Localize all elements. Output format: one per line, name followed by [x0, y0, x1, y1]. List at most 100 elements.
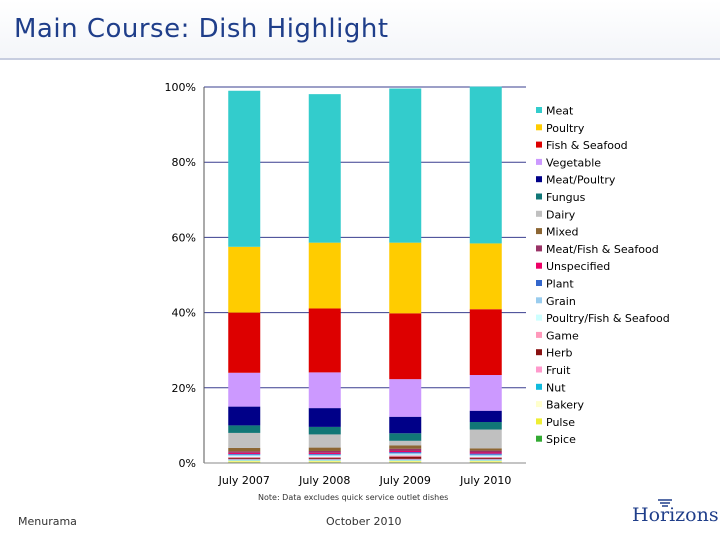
legend-swatch — [536, 176, 542, 183]
bar-segment — [389, 448, 422, 451]
footer-date: October 2010 — [326, 515, 402, 528]
bar-segment — [228, 90, 261, 247]
bar-segment — [389, 454, 422, 456]
bar-segment — [308, 434, 341, 448]
bar-segment — [389, 458, 422, 460]
legend-swatch — [536, 158, 542, 165]
bar-segment — [469, 448, 502, 451]
bar-segment — [228, 456, 261, 458]
legend-swatch — [536, 228, 542, 235]
y-tick-label: 100% — [165, 81, 196, 94]
bar-segment — [389, 440, 422, 446]
legend: Meat Poultry Fish & Seafood Vegetable Meat/P… — [536, 105, 670, 446]
bar-segment — [228, 452, 261, 454]
bar-segment — [308, 456, 341, 458]
y-tick-label: 20% — [172, 382, 196, 395]
bar-segment — [389, 453, 422, 455]
bars-layer — [228, 86, 502, 463]
legend-label: Unspecified — [546, 260, 610, 273]
legend-label: Plant — [546, 278, 574, 291]
legend-label: Vegetable — [546, 156, 601, 169]
bar-segment — [308, 459, 341, 461]
legend-swatch — [536, 349, 542, 356]
bar-segment — [389, 445, 422, 449]
legend-label: Grain — [546, 295, 576, 308]
bar-segment — [308, 461, 341, 463]
legend-swatch — [536, 314, 542, 321]
legend-swatch — [536, 297, 542, 304]
bar-segment — [308, 242, 341, 309]
y-tick-label: 60% — [172, 231, 196, 244]
bar-segment — [228, 372, 261, 407]
legend-label: Fungus — [546, 191, 586, 204]
bar-segment — [469, 455, 502, 457]
footer-source: Menurama — [18, 515, 77, 528]
bar-segment — [469, 309, 502, 376]
page-title: Main Course: Dish Highlight — [14, 14, 389, 44]
legend-swatch — [536, 383, 542, 390]
legend-label: Nut — [546, 381, 566, 394]
bar-segment — [469, 452, 502, 454]
bar-segment — [469, 458, 502, 460]
legend-label: Poultry/Fish & Seafood — [546, 312, 670, 325]
bar-segment — [308, 460, 341, 462]
bar-segment — [308, 452, 341, 454]
legend-swatch — [536, 141, 542, 148]
bar-segment — [469, 461, 502, 463]
legend-label: Meat — [546, 105, 574, 118]
bar-segment — [228, 458, 261, 460]
legend-label: Meat/Poultry — [546, 174, 616, 187]
bar-segment — [469, 460, 502, 462]
legend-label: Herb — [546, 347, 573, 360]
bar-segment — [469, 86, 502, 244]
legend-label: Meat/Fish & Seafood — [546, 243, 659, 256]
legend-swatch — [536, 193, 542, 200]
bar-segment — [308, 458, 341, 460]
bar-segment — [389, 379, 422, 417]
bar-segment — [469, 422, 502, 430]
legend-swatch — [536, 366, 542, 373]
bar-segment — [228, 457, 261, 459]
legend-label: Bakery — [546, 399, 585, 412]
legend-swatch — [536, 418, 542, 425]
bar-segment — [308, 372, 341, 409]
legend-label: Fruit — [546, 364, 571, 377]
bar-segment — [469, 454, 502, 456]
bar-segment — [228, 312, 261, 373]
bar-segment — [228, 425, 261, 433]
bar-segment — [469, 410, 502, 423]
bar-segment — [389, 88, 422, 243]
bar-segment — [228, 461, 261, 463]
logo-mark-icon — [658, 499, 672, 507]
y-tick-label: 0% — [179, 457, 196, 470]
bar-segment — [228, 432, 261, 448]
bar-segment — [389, 452, 422, 454]
bar-segment — [228, 453, 261, 455]
bar-segment — [228, 459, 261, 461]
legend-swatch — [536, 124, 542, 131]
bar-segment — [228, 454, 261, 456]
legend-label: Dairy — [546, 208, 576, 221]
bar-segment — [469, 243, 502, 310]
x-tick-label: July 2008 — [298, 474, 350, 487]
bar-segment — [308, 447, 341, 451]
bar-segment — [389, 313, 422, 380]
bar-segment — [389, 416, 422, 434]
legend-label: Mixed — [546, 226, 578, 239]
legend-swatch — [536, 280, 542, 286]
bar-segment — [228, 406, 261, 426]
chart-note: Note: Data excludes quick service outlet… — [258, 493, 449, 502]
bar-segment — [308, 455, 341, 457]
x-tick-label: July 2009 — [379, 474, 431, 487]
bar-segment — [308, 94, 341, 243]
bar-segment — [228, 447, 261, 452]
y-tick-label: 40% — [172, 307, 196, 320]
horizons-logo: Horizons — [630, 498, 719, 532]
header-rule — [0, 58, 720, 60]
header-band — [0, 0, 720, 60]
legend-swatch — [536, 262, 542, 269]
bar-segment — [469, 429, 502, 449]
bar-segment — [228, 246, 261, 313]
y-tick-label: 80% — [172, 156, 196, 169]
bar-segment — [308, 426, 341, 435]
